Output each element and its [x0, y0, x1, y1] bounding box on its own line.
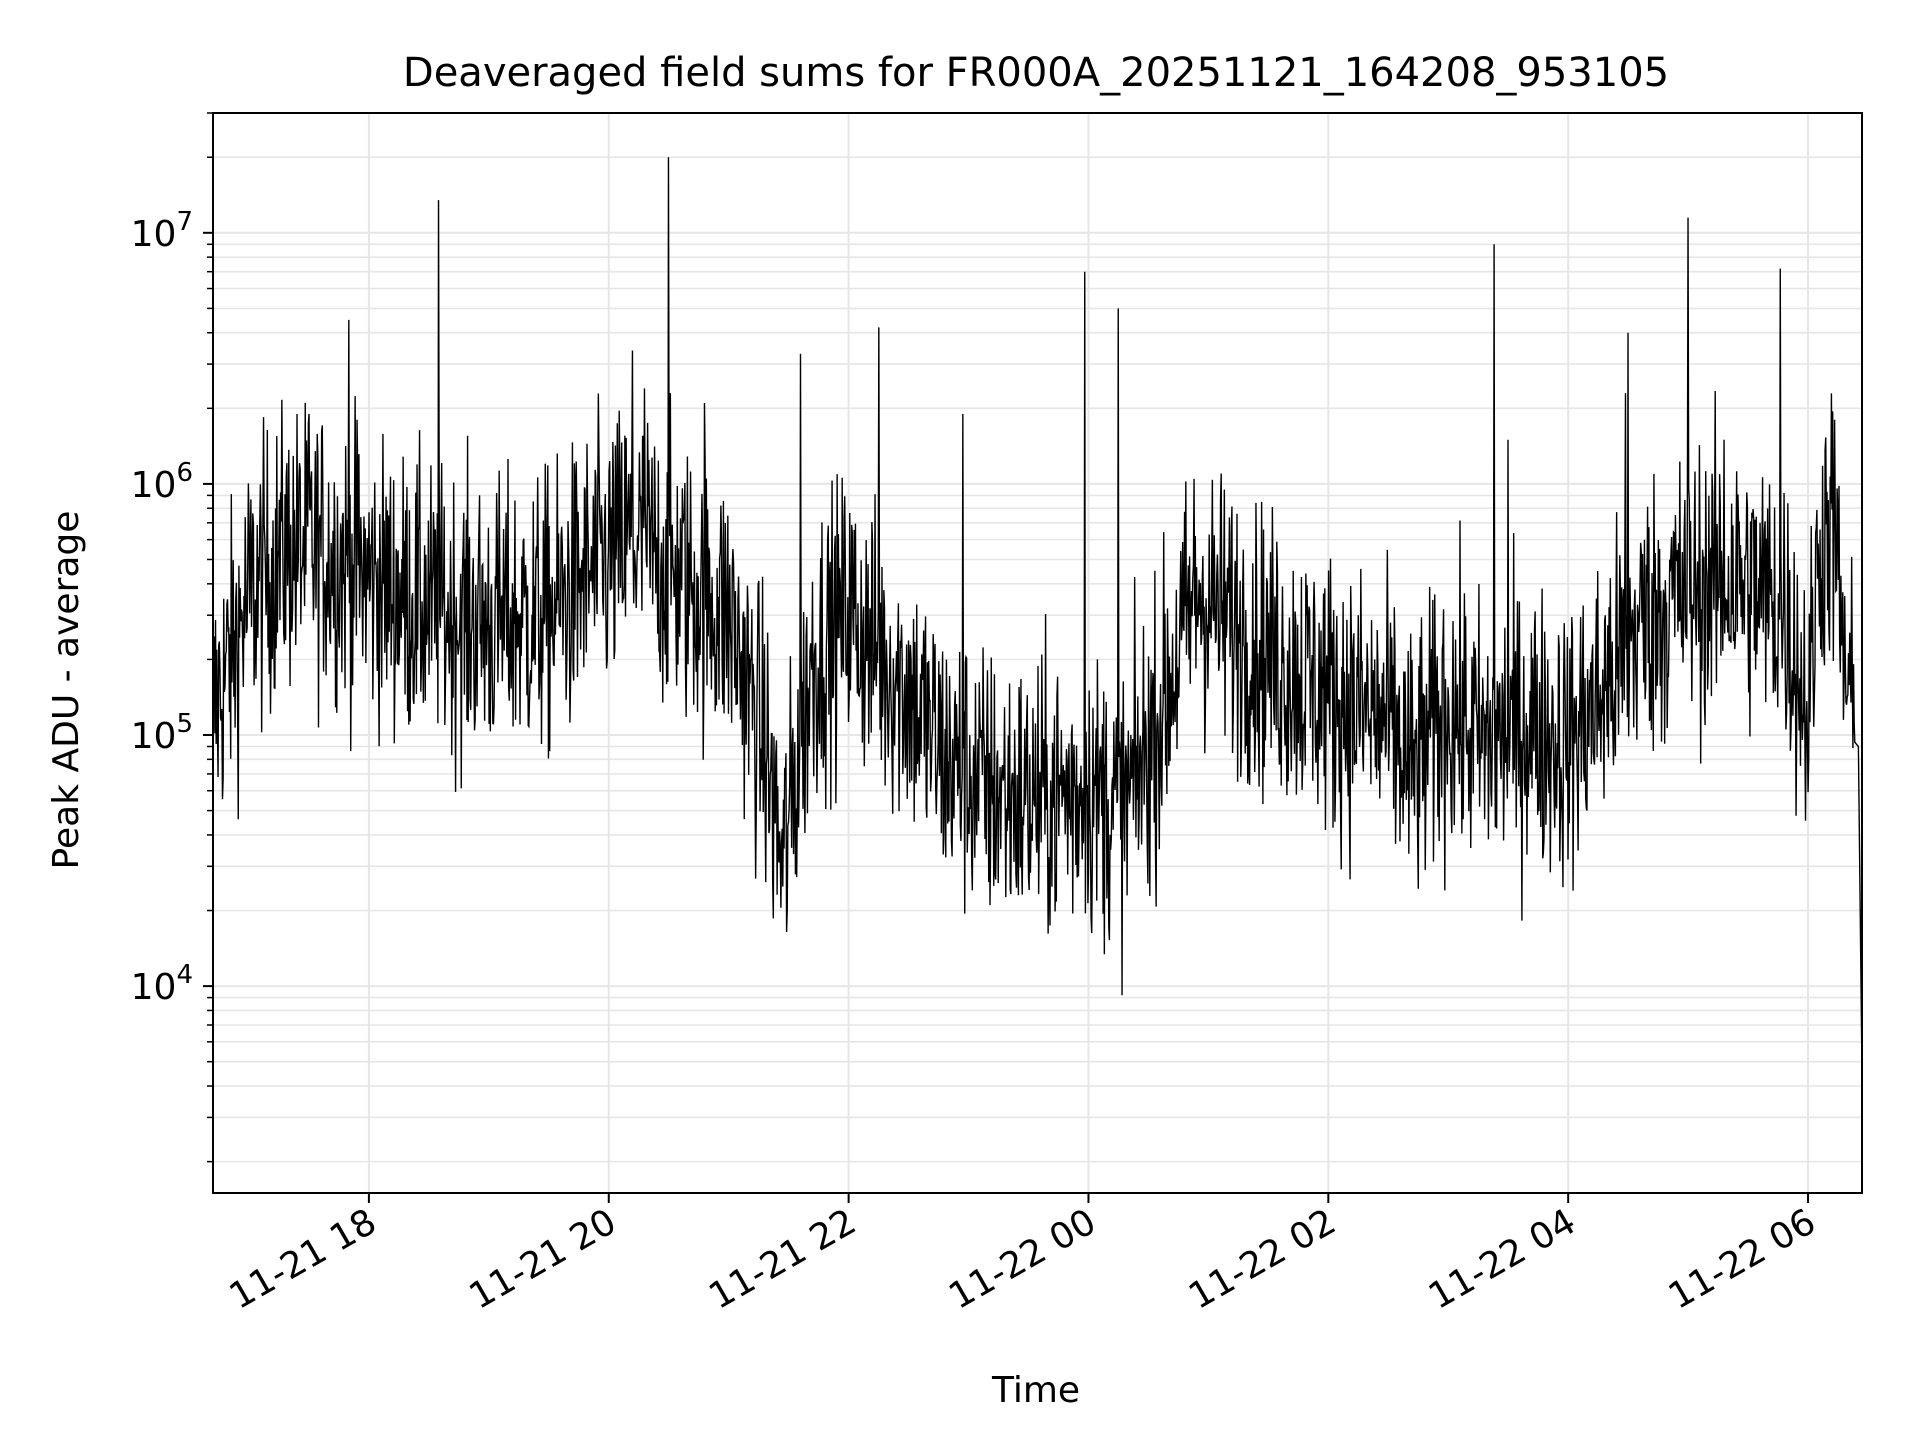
y-tick-label-exponent: 5: [176, 709, 193, 739]
chart-title: Deaveraged field sums for FR000A_2025112…: [403, 50, 1669, 96]
y-tick-label-exponent: 6: [176, 458, 193, 488]
y-tick-label: 107: [131, 207, 193, 255]
series-layer: [212, 157, 1863, 1074]
y-tick-label-base: 10: [131, 214, 177, 255]
y-axis-label: Peak ADU - average: [46, 511, 87, 870]
y-tick-label-base: 10: [131, 716, 177, 757]
y-tick-label-exponent: 7: [176, 207, 193, 237]
x-axis-label: Time: [991, 1370, 1080, 1411]
axes: [212, 112, 1863, 1194]
y-tick-label: 104: [131, 960, 193, 1008]
grid-lines: [213, 112, 1862, 1193]
y-tick-label: 105: [131, 709, 193, 757]
series-line: [212, 157, 1863, 1074]
y-tick-label-base: 10: [131, 465, 177, 506]
y-tick-label-base: 10: [131, 967, 177, 1008]
y-tick-label-exponent: 4: [176, 960, 193, 990]
y-tick-label: 106: [131, 458, 193, 506]
plot-frame: [212, 112, 1863, 1194]
